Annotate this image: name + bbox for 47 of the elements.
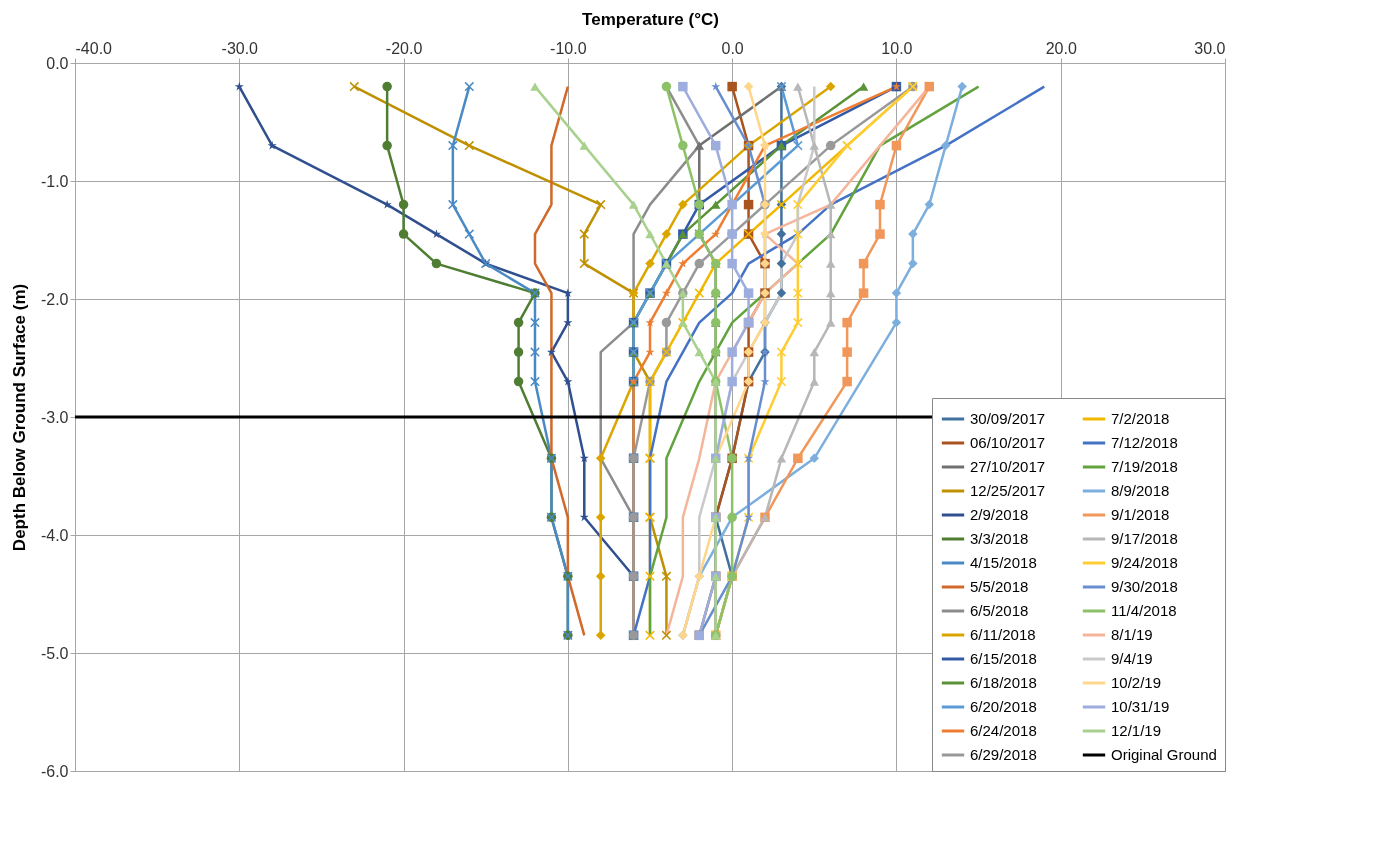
y-tick-label: -4.0 bbox=[40, 526, 69, 544]
legend-label: 5/5/2018 bbox=[970, 578, 1029, 595]
legend-label: 6/15/2018 bbox=[970, 650, 1037, 667]
y-tick-label: -3.0 bbox=[40, 408, 69, 426]
legend-label: 8/9/2018 bbox=[1111, 482, 1170, 499]
x-tick-label: -20.0 bbox=[385, 39, 423, 57]
legend-label: 6/24/2018 bbox=[970, 722, 1037, 739]
x-tick-label: 10.0 bbox=[881, 39, 913, 57]
x-tick-label: -40.0 bbox=[75, 39, 113, 57]
x-tick-label: 20.0 bbox=[1045, 39, 1077, 57]
legend-label: 27/10/2017 bbox=[970, 458, 1046, 475]
y-tick-label: -1.0 bbox=[40, 172, 69, 190]
x-axis-title: Temperature (°C) bbox=[582, 9, 719, 29]
legend-label: 10/31/19 bbox=[1111, 698, 1170, 715]
x-tick-label: -10.0 bbox=[550, 39, 587, 57]
legend-label: 6/5/2018 bbox=[970, 602, 1029, 619]
legend-label: 2/9/2018 bbox=[970, 506, 1029, 523]
y-tick-label: 0.0 bbox=[46, 54, 69, 72]
legend-label: 06/10/2017 bbox=[970, 434, 1046, 451]
legend-label: 12/25/2017 bbox=[970, 482, 1046, 499]
legend-label: 30/09/2017 bbox=[970, 410, 1046, 427]
legend-label: 9/17/2018 bbox=[1111, 530, 1178, 547]
legend-label: 7/12/2018 bbox=[1111, 434, 1178, 451]
legend-label: 10/2/19 bbox=[1111, 674, 1162, 691]
legend-label: 6/18/2018 bbox=[970, 674, 1037, 691]
legend-label: 8/1/19 bbox=[1111, 626, 1153, 643]
y-tick-label: -5.0 bbox=[40, 644, 69, 662]
x-tick-label: -30.0 bbox=[221, 39, 259, 57]
legend-label: 12/1/19 bbox=[1111, 722, 1162, 739]
legend-label: 7/2/2018 bbox=[1111, 410, 1170, 427]
y-axis-title: Depth Below Ground Surface (m) bbox=[9, 283, 29, 552]
legend-label: 11/4/2018 bbox=[1111, 602, 1177, 619]
legend-label: 9/24/2018 bbox=[1111, 554, 1178, 571]
legend-label: Original Ground bbox=[1111, 746, 1217, 763]
legend-label: 9/30/2018 bbox=[1111, 578, 1178, 595]
legend-label: 7/19/2018 bbox=[1111, 458, 1178, 475]
legend-label: 3/3/2018 bbox=[970, 530, 1029, 547]
legend-label: 6/11/2018 bbox=[970, 626, 1036, 643]
legend-label: 9/4/19 bbox=[1111, 650, 1153, 667]
x-tick-label: 0.0 bbox=[721, 39, 744, 57]
legend-label: 6/29/2018 bbox=[970, 746, 1037, 763]
y-tick-label: -6.0 bbox=[40, 762, 69, 780]
x-tick-label: 30.0 bbox=[1194, 39, 1226, 57]
legend-label: 9/1/2018 bbox=[1111, 506, 1170, 523]
legend-label: 6/20/2018 bbox=[970, 698, 1037, 715]
y-tick-label: -2.0 bbox=[40, 290, 69, 308]
legend-label: 4/15/2018 bbox=[970, 554, 1037, 571]
